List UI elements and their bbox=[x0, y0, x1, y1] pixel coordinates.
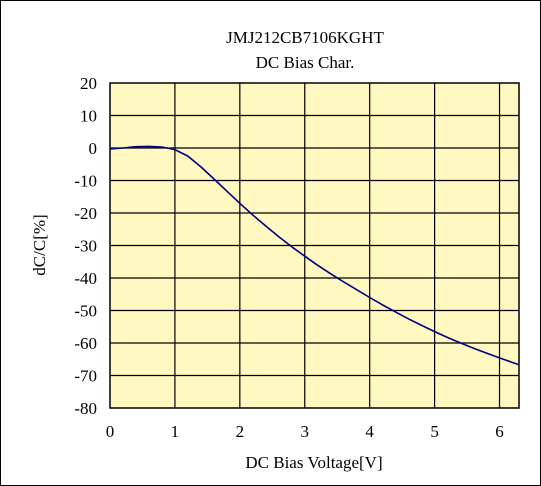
y-tick-label: 20 bbox=[80, 74, 97, 93]
y-tick-label: -30 bbox=[74, 237, 97, 256]
chart-title: JMJ212CB7106KGHT bbox=[226, 28, 384, 47]
chart-subtitle: DC Bias Char. bbox=[256, 53, 355, 72]
x-tick-label: 4 bbox=[365, 422, 374, 441]
y-tick-label: -40 bbox=[74, 269, 97, 288]
y-tick-label: -60 bbox=[74, 334, 97, 353]
y-tick-label: 10 bbox=[80, 107, 97, 126]
x-tick-label: 3 bbox=[301, 422, 310, 441]
x-axis-label: DC Bias Voltage[V] bbox=[245, 453, 382, 472]
x-tick-label: 0 bbox=[106, 422, 115, 441]
x-tick-label: 1 bbox=[171, 422, 180, 441]
y-tick-label: 0 bbox=[89, 139, 98, 158]
x-tick-label: 5 bbox=[430, 422, 439, 441]
y-axis-label: dC/C[%] bbox=[30, 214, 49, 275]
y-tick-label: -70 bbox=[74, 367, 97, 386]
y-tick-labels: 20 10 0 -10 -20 -30 -40 -50 -60 -70 -80 bbox=[74, 74, 97, 418]
x-tick-labels: 0 1 2 3 4 5 6 bbox=[106, 422, 504, 441]
x-tick-label: 6 bbox=[495, 422, 504, 441]
y-tick-label: -50 bbox=[74, 302, 97, 321]
y-tick-label: -10 bbox=[74, 172, 97, 191]
grid-lines bbox=[110, 83, 519, 408]
series-line bbox=[109, 145, 520, 366]
series-layer bbox=[109, 145, 520, 366]
y-tick-label: -20 bbox=[74, 204, 97, 223]
x-tick-label: 2 bbox=[236, 422, 245, 441]
y-tick-label: -80 bbox=[74, 399, 97, 418]
